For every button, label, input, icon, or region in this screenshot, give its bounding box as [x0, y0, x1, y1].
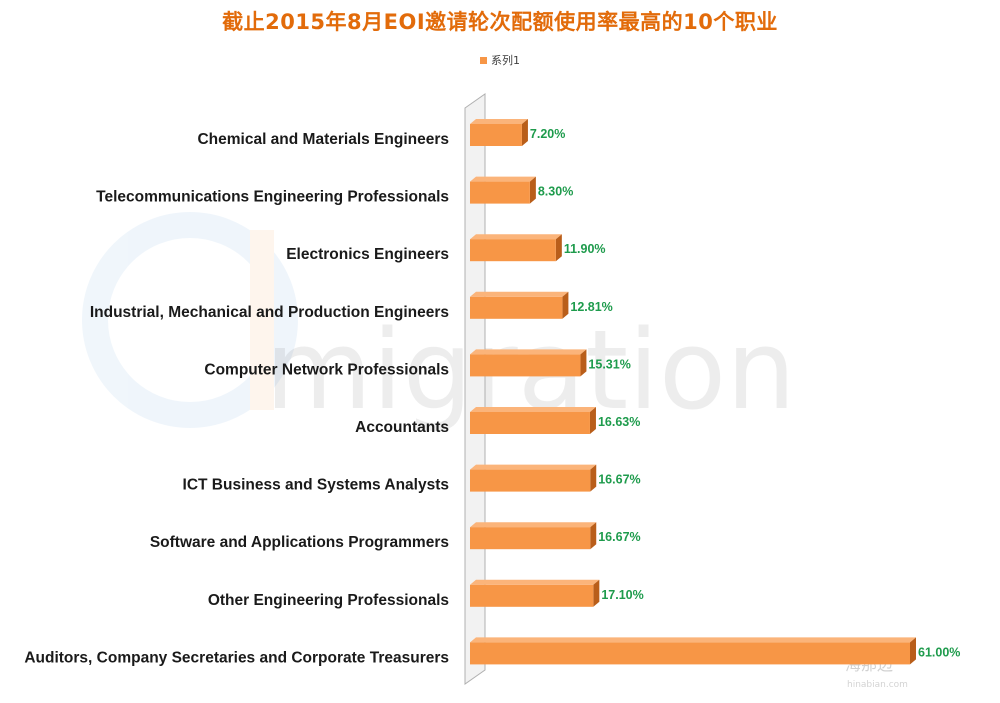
bar-7 — [470, 464, 597, 492]
legend-label: 系列1 — [491, 54, 520, 67]
bar-front-face — [470, 469, 591, 492]
category-label: Auditors, Company Secretaries and Corpor… — [24, 649, 449, 666]
bar-top-face — [470, 579, 600, 585]
category-label: Computer Network Professionals — [204, 361, 449, 378]
category-label: Accountants — [355, 419, 449, 436]
bar-5 — [470, 349, 587, 377]
bar-top-face — [470, 637, 916, 643]
category-label: Telecommunications Engineering Professio… — [96, 189, 449, 206]
bar-4 — [470, 291, 569, 319]
bar-top-face — [470, 522, 597, 528]
value-label: 8.30% — [538, 185, 573, 199]
category-label: ICT Business and Systems Analysts — [183, 477, 449, 494]
bar-front-face — [470, 296, 563, 319]
value-label: 16.67% — [598, 473, 640, 487]
bar-top-face — [470, 349, 587, 355]
bar-side-face — [590, 464, 597, 492]
bar-front-face — [470, 584, 594, 607]
category-label: Other Engineering Professionals — [208, 592, 449, 609]
watermark-logo — [82, 212, 298, 428]
bar-1 — [470, 119, 528, 146]
bar-side-face — [910, 637, 916, 665]
bar-front-face — [470, 181, 530, 204]
bar-9 — [470, 579, 600, 607]
bar-8 — [470, 522, 597, 550]
bar-side-face — [529, 176, 536, 204]
value-label: 61.00% — [918, 645, 960, 659]
value-label: 7.20% — [530, 127, 565, 141]
value-label: 16.67% — [598, 530, 640, 544]
bar-front-face — [470, 527, 591, 550]
bar-3 — [470, 234, 562, 262]
bar-side-face — [562, 291, 569, 319]
value-label: 16.63% — [598, 415, 640, 429]
legend: 系列1 — [480, 52, 520, 68]
value-label: 17.10% — [601, 588, 643, 602]
category-label: Electronics Engineers — [286, 246, 449, 263]
category-label: Software and Applications Programmers — [150, 534, 449, 551]
value-label: 15.31% — [588, 357, 630, 371]
bar-10 — [470, 637, 916, 665]
bar-front-face — [470, 412, 590, 434]
value-label: 11.90% — [564, 242, 606, 256]
bar-front-face — [470, 239, 556, 262]
category-label: Chemical and Materials Engineers — [197, 131, 449, 148]
bar-front-face — [470, 354, 581, 377]
bar-top-face — [470, 176, 536, 182]
category-label: Industrial, Mechanical and Production En… — [90, 304, 449, 321]
bar-side-face — [590, 522, 597, 550]
bar-6 — [470, 407, 596, 434]
bar-side-face — [555, 234, 562, 262]
bar-side-face — [521, 119, 528, 146]
bar-side-face — [580, 349, 587, 377]
value-label: 12.81% — [570, 300, 612, 314]
bar-top-face — [470, 291, 569, 297]
bar-2 — [470, 176, 536, 204]
bar-top-face — [470, 464, 597, 470]
bar-front-face — [470, 124, 522, 146]
bar-side-face — [593, 579, 600, 607]
legend-swatch — [480, 56, 487, 64]
bar-front-face — [470, 642, 910, 665]
bar-top-face — [470, 407, 596, 412]
bar-side-face — [589, 407, 596, 434]
chart-title: 截止2015年8月EOI邀请轮次配额使用率最高的10个职业 — [222, 10, 778, 34]
bar-top-face — [470, 119, 528, 124]
bar-top-face — [470, 234, 562, 240]
watermark-url: hinabian.com — [847, 680, 908, 690]
